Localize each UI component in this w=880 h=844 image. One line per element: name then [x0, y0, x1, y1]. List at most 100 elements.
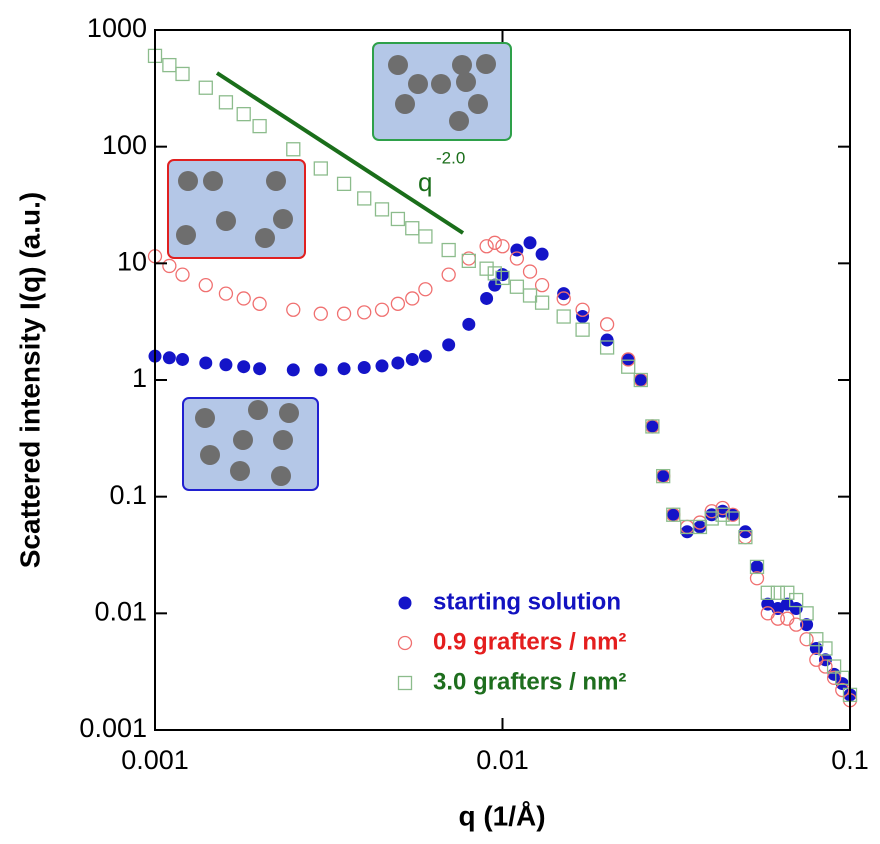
data-point — [198, 80, 213, 95]
x-tick-label: 0.01 — [476, 745, 529, 775]
data-point — [556, 309, 571, 324]
data-point — [693, 520, 707, 534]
data-point — [405, 352, 419, 366]
data-point — [770, 611, 786, 626]
data-point — [523, 236, 537, 250]
data-point — [621, 359, 636, 374]
data-point — [442, 338, 456, 352]
data-point — [835, 682, 850, 698]
data-point — [236, 106, 251, 122]
data-point — [715, 507, 730, 522]
data-point — [462, 317, 476, 331]
data-point — [176, 352, 190, 366]
data-point — [337, 362, 351, 376]
data-point — [780, 611, 795, 626]
data-point — [770, 585, 786, 600]
data-point — [441, 267, 456, 282]
data-point — [374, 202, 390, 217]
y-tick-label: 10 — [117, 246, 147, 276]
data-point — [336, 306, 352, 321]
data-point — [357, 360, 371, 374]
data-point — [680, 525, 694, 539]
slope-guide — [215, 71, 465, 235]
data-point — [487, 266, 502, 281]
legend-label: 0.9 grafters / nm² — [433, 628, 626, 655]
legend-label: 3.0 grafters / nm² — [433, 668, 626, 695]
y-tick-label: 0.01 — [94, 596, 147, 626]
data-point — [621, 352, 635, 366]
data-point — [313, 161, 328, 176]
data-point — [789, 602, 803, 616]
y-tick-label: 0.001 — [79, 713, 147, 743]
data-point — [219, 358, 233, 372]
data-point — [645, 419, 659, 433]
data-point — [633, 372, 648, 388]
data-point — [390, 211, 406, 227]
data-point — [336, 176, 352, 192]
data-point — [162, 258, 177, 274]
data-point — [557, 287, 571, 301]
data-point — [286, 142, 301, 157]
data-point — [198, 278, 213, 293]
data-point — [749, 559, 765, 575]
data-point — [600, 333, 614, 347]
data-point — [738, 529, 753, 545]
data-point — [405, 221, 420, 236]
data-point — [692, 519, 708, 535]
data-point — [487, 235, 502, 250]
data-point — [495, 270, 510, 286]
data-point — [760, 585, 775, 600]
data-point — [390, 296, 406, 311]
x-axis-label: q (1/Å) — [458, 800, 545, 831]
data-point — [252, 118, 267, 134]
data-point — [809, 632, 824, 647]
inset-bare — [182, 397, 319, 491]
data-point — [175, 267, 190, 282]
inset-grafted-low — [167, 159, 306, 259]
inset-grafted-high — [372, 42, 512, 141]
data-point — [835, 670, 850, 685]
data-point — [645, 419, 660, 434]
data-point — [496, 268, 509, 282]
slope-exponent: -2.0 — [436, 148, 465, 167]
data-point — [509, 279, 525, 294]
data-point — [738, 525, 752, 539]
data-point — [534, 295, 550, 310]
data-point — [218, 286, 234, 301]
legend-marker — [397, 675, 413, 691]
x-tick-label: 0.001 — [121, 745, 189, 775]
data-point — [556, 291, 571, 306]
data-point — [236, 291, 251, 306]
data-point — [800, 618, 814, 632]
data-point — [175, 66, 190, 82]
data-point — [252, 296, 267, 311]
y-tick-label: 1 — [132, 363, 147, 393]
data-point — [780, 585, 795, 600]
data-point — [749, 571, 765, 586]
data-point — [656, 468, 671, 484]
y-axis-label: Scattered intensity I(q) (a.u.) — [14, 192, 45, 569]
data-point — [535, 247, 549, 261]
data-point — [575, 302, 590, 317]
data-point — [357, 305, 372, 320]
data-point — [826, 670, 842, 685]
data-point — [725, 511, 740, 526]
legend-marker — [398, 596, 412, 610]
data-point — [418, 349, 432, 363]
data-point — [704, 511, 719, 526]
data-point — [405, 291, 420, 306]
data-point — [488, 278, 502, 292]
data-point — [253, 362, 267, 376]
slope-label: q — [418, 167, 432, 197]
y-tick-label: 100 — [102, 130, 147, 160]
data-point — [162, 351, 176, 365]
data-point — [418, 282, 433, 297]
data-point — [621, 352, 636, 367]
data-point — [599, 317, 615, 332]
data-point — [704, 504, 719, 519]
data-point — [750, 560, 764, 574]
data-point — [599, 340, 615, 355]
data-point — [789, 592, 804, 608]
data-point — [461, 253, 476, 269]
